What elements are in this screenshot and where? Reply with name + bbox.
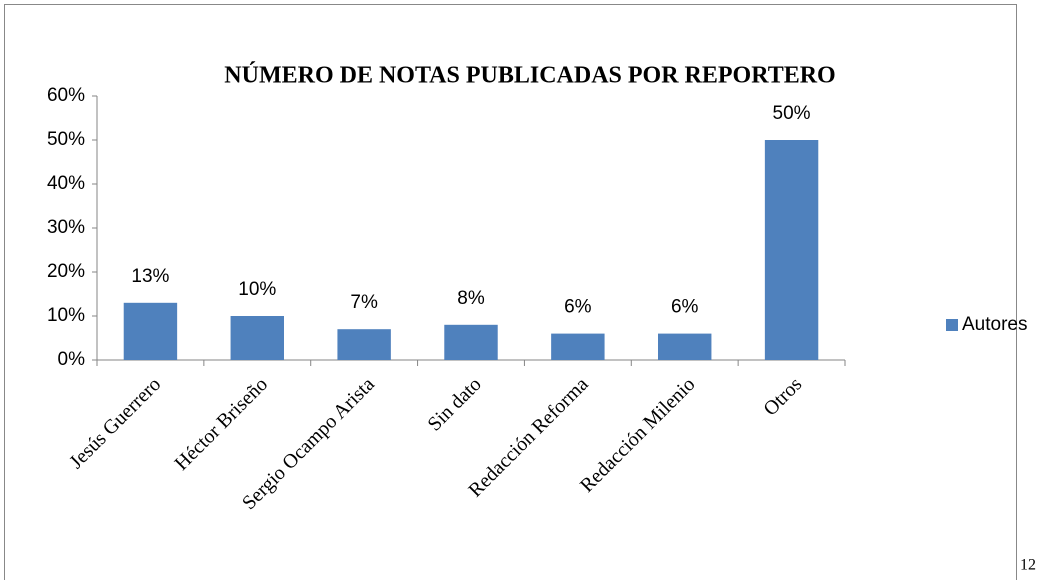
- page-number: 12: [1020, 557, 1036, 574]
- y-tick-label: 10%: [47, 305, 85, 326]
- x-tick-label: Sin dato: [423, 373, 485, 435]
- data-label: 7%: [350, 292, 378, 313]
- x-tick-label: Héctor Briseño: [171, 373, 273, 475]
- chart-title: NÚMERO DE NOTAS PUBLICADAS POR REPORTERO: [224, 63, 835, 89]
- data-label: 10%: [238, 279, 276, 300]
- y-tick-label: 20%: [47, 261, 85, 282]
- x-tick-label: Otros: [759, 373, 806, 420]
- data-label: 50%: [773, 103, 811, 124]
- bar: [658, 333, 712, 360]
- chart-border: [4, 4, 1017, 580]
- bar: [764, 140, 819, 360]
- bar: [123, 302, 178, 360]
- bar: [337, 329, 391, 360]
- y-tick-label: 60%: [47, 85, 85, 106]
- legend-swatch: [946, 319, 958, 331]
- legend-label: Autores: [962, 314, 1027, 335]
- bar: [444, 324, 498, 360]
- y-tick-label: 50%: [47, 129, 85, 150]
- bar: [230, 316, 284, 360]
- y-tick-label: 0%: [58, 349, 86, 370]
- data-label: 13%: [131, 266, 169, 287]
- data-label: 6%: [671, 297, 699, 318]
- data-label: 8%: [457, 288, 485, 309]
- x-tick-label: Redacción Reforma: [464, 373, 592, 501]
- y-tick-label: 40%: [47, 173, 85, 194]
- y-tick-label: 30%: [47, 217, 85, 238]
- x-tick-label: Redacción Milenio: [576, 373, 700, 497]
- bar: [551, 333, 605, 360]
- x-tick-label: Jesús Guerrero: [65, 373, 165, 473]
- data-label: 6%: [564, 297, 592, 318]
